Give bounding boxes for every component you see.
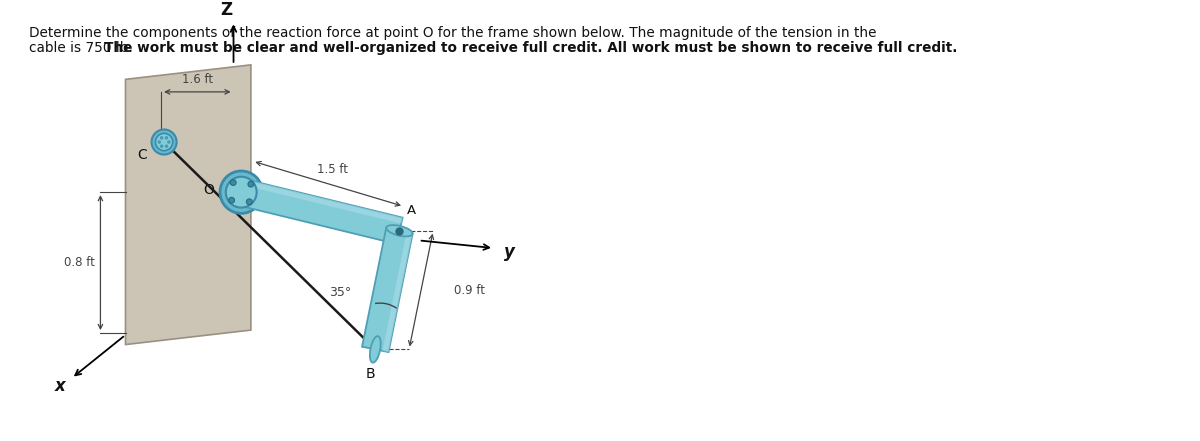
Text: B: B — [366, 367, 376, 381]
Text: 1.6 ft: 1.6 ft — [181, 73, 212, 86]
Ellipse shape — [386, 225, 413, 236]
Text: x: x — [54, 377, 65, 395]
Text: Determine the components of the reaction force at point O for the frame shown be: Determine the components of the reaction… — [29, 26, 876, 40]
Circle shape — [230, 179, 236, 186]
Circle shape — [167, 140, 170, 144]
Circle shape — [226, 177, 257, 208]
Circle shape — [248, 181, 253, 187]
Polygon shape — [238, 179, 402, 244]
Circle shape — [156, 133, 173, 151]
Circle shape — [160, 136, 163, 140]
Text: cable is 750 lb.: cable is 750 lb. — [29, 41, 137, 55]
Text: y: y — [504, 243, 515, 261]
Text: O: O — [203, 183, 215, 197]
Circle shape — [220, 171, 263, 213]
Text: 0.8 ft: 0.8 ft — [64, 256, 95, 269]
Text: 0.9 ft: 0.9 ft — [455, 284, 485, 296]
Circle shape — [151, 130, 176, 154]
Circle shape — [164, 136, 168, 140]
Text: 35°: 35° — [329, 286, 352, 299]
Polygon shape — [242, 179, 402, 224]
Circle shape — [246, 199, 252, 205]
Circle shape — [157, 140, 161, 144]
Text: C: C — [137, 148, 146, 162]
Circle shape — [164, 145, 168, 148]
Circle shape — [229, 197, 234, 203]
Ellipse shape — [370, 336, 380, 363]
Polygon shape — [383, 232, 413, 352]
Text: 1.5 ft: 1.5 ft — [318, 163, 348, 176]
Polygon shape — [126, 65, 251, 344]
Circle shape — [160, 145, 163, 148]
Text: A: A — [407, 204, 416, 217]
Text: The work must be clear and well-organized to receive full credit. All work must : The work must be clear and well-organize… — [104, 41, 958, 55]
Text: Z: Z — [221, 0, 233, 19]
Polygon shape — [362, 228, 413, 352]
